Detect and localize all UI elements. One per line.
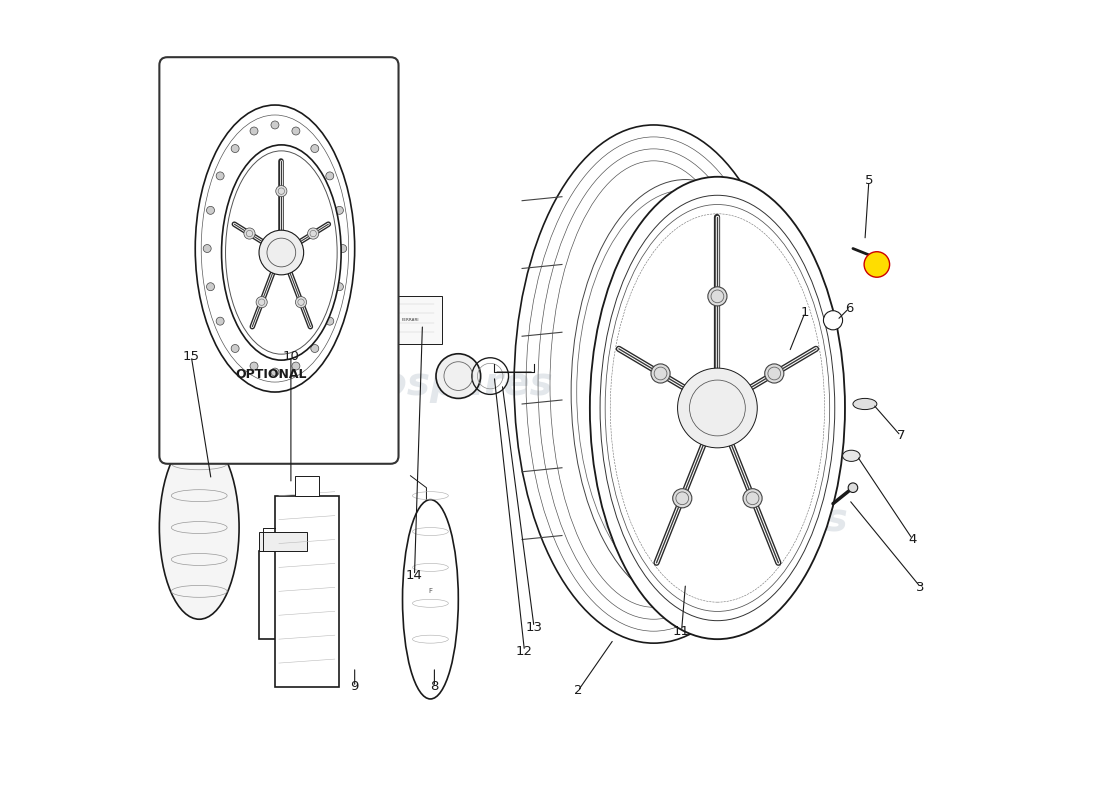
- Text: 12: 12: [516, 645, 534, 658]
- Text: 6: 6: [845, 302, 854, 315]
- Ellipse shape: [590, 177, 845, 639]
- Ellipse shape: [843, 450, 860, 462]
- Circle shape: [436, 354, 481, 398]
- Circle shape: [326, 317, 333, 325]
- Circle shape: [256, 297, 267, 308]
- Circle shape: [271, 121, 279, 129]
- Circle shape: [207, 206, 215, 214]
- Text: F: F: [428, 588, 432, 594]
- Text: 2: 2: [574, 685, 582, 698]
- Text: eurospares: eurospares: [603, 501, 848, 538]
- Text: 15: 15: [183, 350, 200, 362]
- Circle shape: [326, 172, 333, 180]
- Bar: [258, 551, 307, 639]
- Bar: [258, 531, 307, 551]
- Circle shape: [231, 145, 239, 153]
- Text: OPTIONAL: OPTIONAL: [235, 368, 307, 381]
- Circle shape: [651, 364, 670, 383]
- Circle shape: [292, 127, 300, 135]
- Ellipse shape: [852, 398, 877, 410]
- Circle shape: [824, 310, 843, 330]
- Circle shape: [217, 317, 224, 325]
- Ellipse shape: [221, 145, 341, 360]
- Circle shape: [204, 245, 211, 253]
- Circle shape: [865, 252, 890, 278]
- Circle shape: [308, 228, 319, 239]
- Bar: [295, 476, 319, 496]
- Circle shape: [258, 230, 304, 275]
- Ellipse shape: [160, 436, 239, 619]
- Circle shape: [311, 145, 319, 153]
- Bar: [275, 496, 339, 687]
- Text: 5: 5: [865, 174, 873, 187]
- Circle shape: [336, 206, 343, 214]
- Circle shape: [673, 489, 692, 508]
- Circle shape: [339, 245, 346, 253]
- Circle shape: [292, 362, 300, 370]
- Text: 7: 7: [896, 430, 905, 442]
- Text: eurospares: eurospares: [308, 365, 553, 403]
- Circle shape: [764, 364, 784, 383]
- FancyBboxPatch shape: [160, 57, 398, 464]
- Text: 14: 14: [406, 569, 422, 582]
- Circle shape: [296, 297, 307, 308]
- Circle shape: [848, 483, 858, 493]
- Circle shape: [217, 172, 224, 180]
- Circle shape: [336, 282, 343, 290]
- Circle shape: [742, 489, 762, 508]
- Text: 8: 8: [430, 681, 439, 694]
- Circle shape: [311, 345, 319, 353]
- Text: 4: 4: [909, 533, 917, 546]
- Text: 9: 9: [351, 681, 359, 694]
- Text: 11: 11: [673, 625, 690, 638]
- Text: 3: 3: [916, 581, 925, 594]
- Text: 13: 13: [526, 621, 542, 634]
- Text: FERRARI: FERRARI: [402, 318, 419, 322]
- Circle shape: [250, 362, 258, 370]
- Ellipse shape: [403, 500, 459, 699]
- Circle shape: [271, 368, 279, 376]
- Circle shape: [207, 282, 215, 290]
- Text: 10: 10: [283, 350, 299, 362]
- Circle shape: [276, 186, 287, 197]
- Bar: [378, 296, 442, 344]
- Circle shape: [231, 345, 239, 353]
- Text: 1: 1: [801, 306, 810, 319]
- Circle shape: [244, 228, 255, 239]
- Circle shape: [708, 286, 727, 306]
- Circle shape: [678, 368, 757, 448]
- Circle shape: [250, 127, 258, 135]
